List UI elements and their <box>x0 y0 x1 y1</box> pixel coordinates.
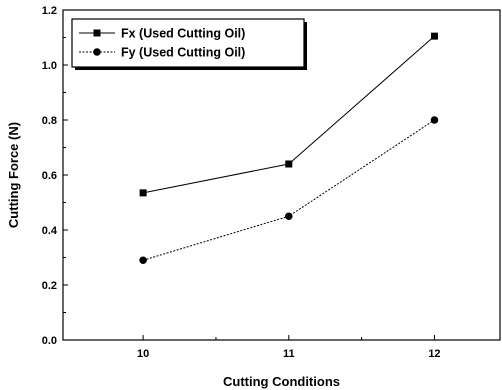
legend-box <box>71 18 305 68</box>
legend: Fx (Used Cutting Oil) Fy (Used Cutting Oi… <box>71 18 307 70</box>
data-point <box>285 160 293 168</box>
data-point <box>139 189 147 197</box>
legend-label: Fx (Used Cutting Oil) <box>121 27 245 41</box>
y-tick-label: 1.0 <box>42 60 57 72</box>
x-tick-label: 10 <box>137 348 149 360</box>
x-axis: 10 11 12 <box>137 335 441 360</box>
legend-marker <box>93 48 101 56</box>
legend-marker <box>93 29 101 37</box>
series-2 <box>139 116 439 265</box>
y-tick-label: 0.6 <box>42 170 57 182</box>
data-point <box>430 32 438 40</box>
x-tick-label: 11 <box>283 348 295 360</box>
series-line <box>142 119 435 261</box>
y-tick-label: 0.0 <box>42 335 57 347</box>
data-point <box>430 116 439 124</box>
y-axis: 0.0 0.2 0.4 0.6 0.8 1.0 1.2 <box>42 5 68 347</box>
data-point <box>284 212 293 221</box>
series-layer <box>139 32 439 265</box>
data-point <box>139 256 147 265</box>
x-axis-title: Cutting Conditions <box>223 374 340 389</box>
y-tick-label: 0.2 <box>42 280 57 292</box>
series-1 <box>139 32 438 197</box>
x-tick-label: 12 <box>428 348 440 360</box>
y-axis-title: Cutting Force (N) <box>6 122 21 228</box>
y-tick-label: 1.2 <box>42 5 57 17</box>
y-tick-label: 0.8 <box>42 115 57 127</box>
legend-label: Fy (Used Cutting Oil) <box>121 46 245 60</box>
y-tick-label: 0.4 <box>42 225 58 237</box>
